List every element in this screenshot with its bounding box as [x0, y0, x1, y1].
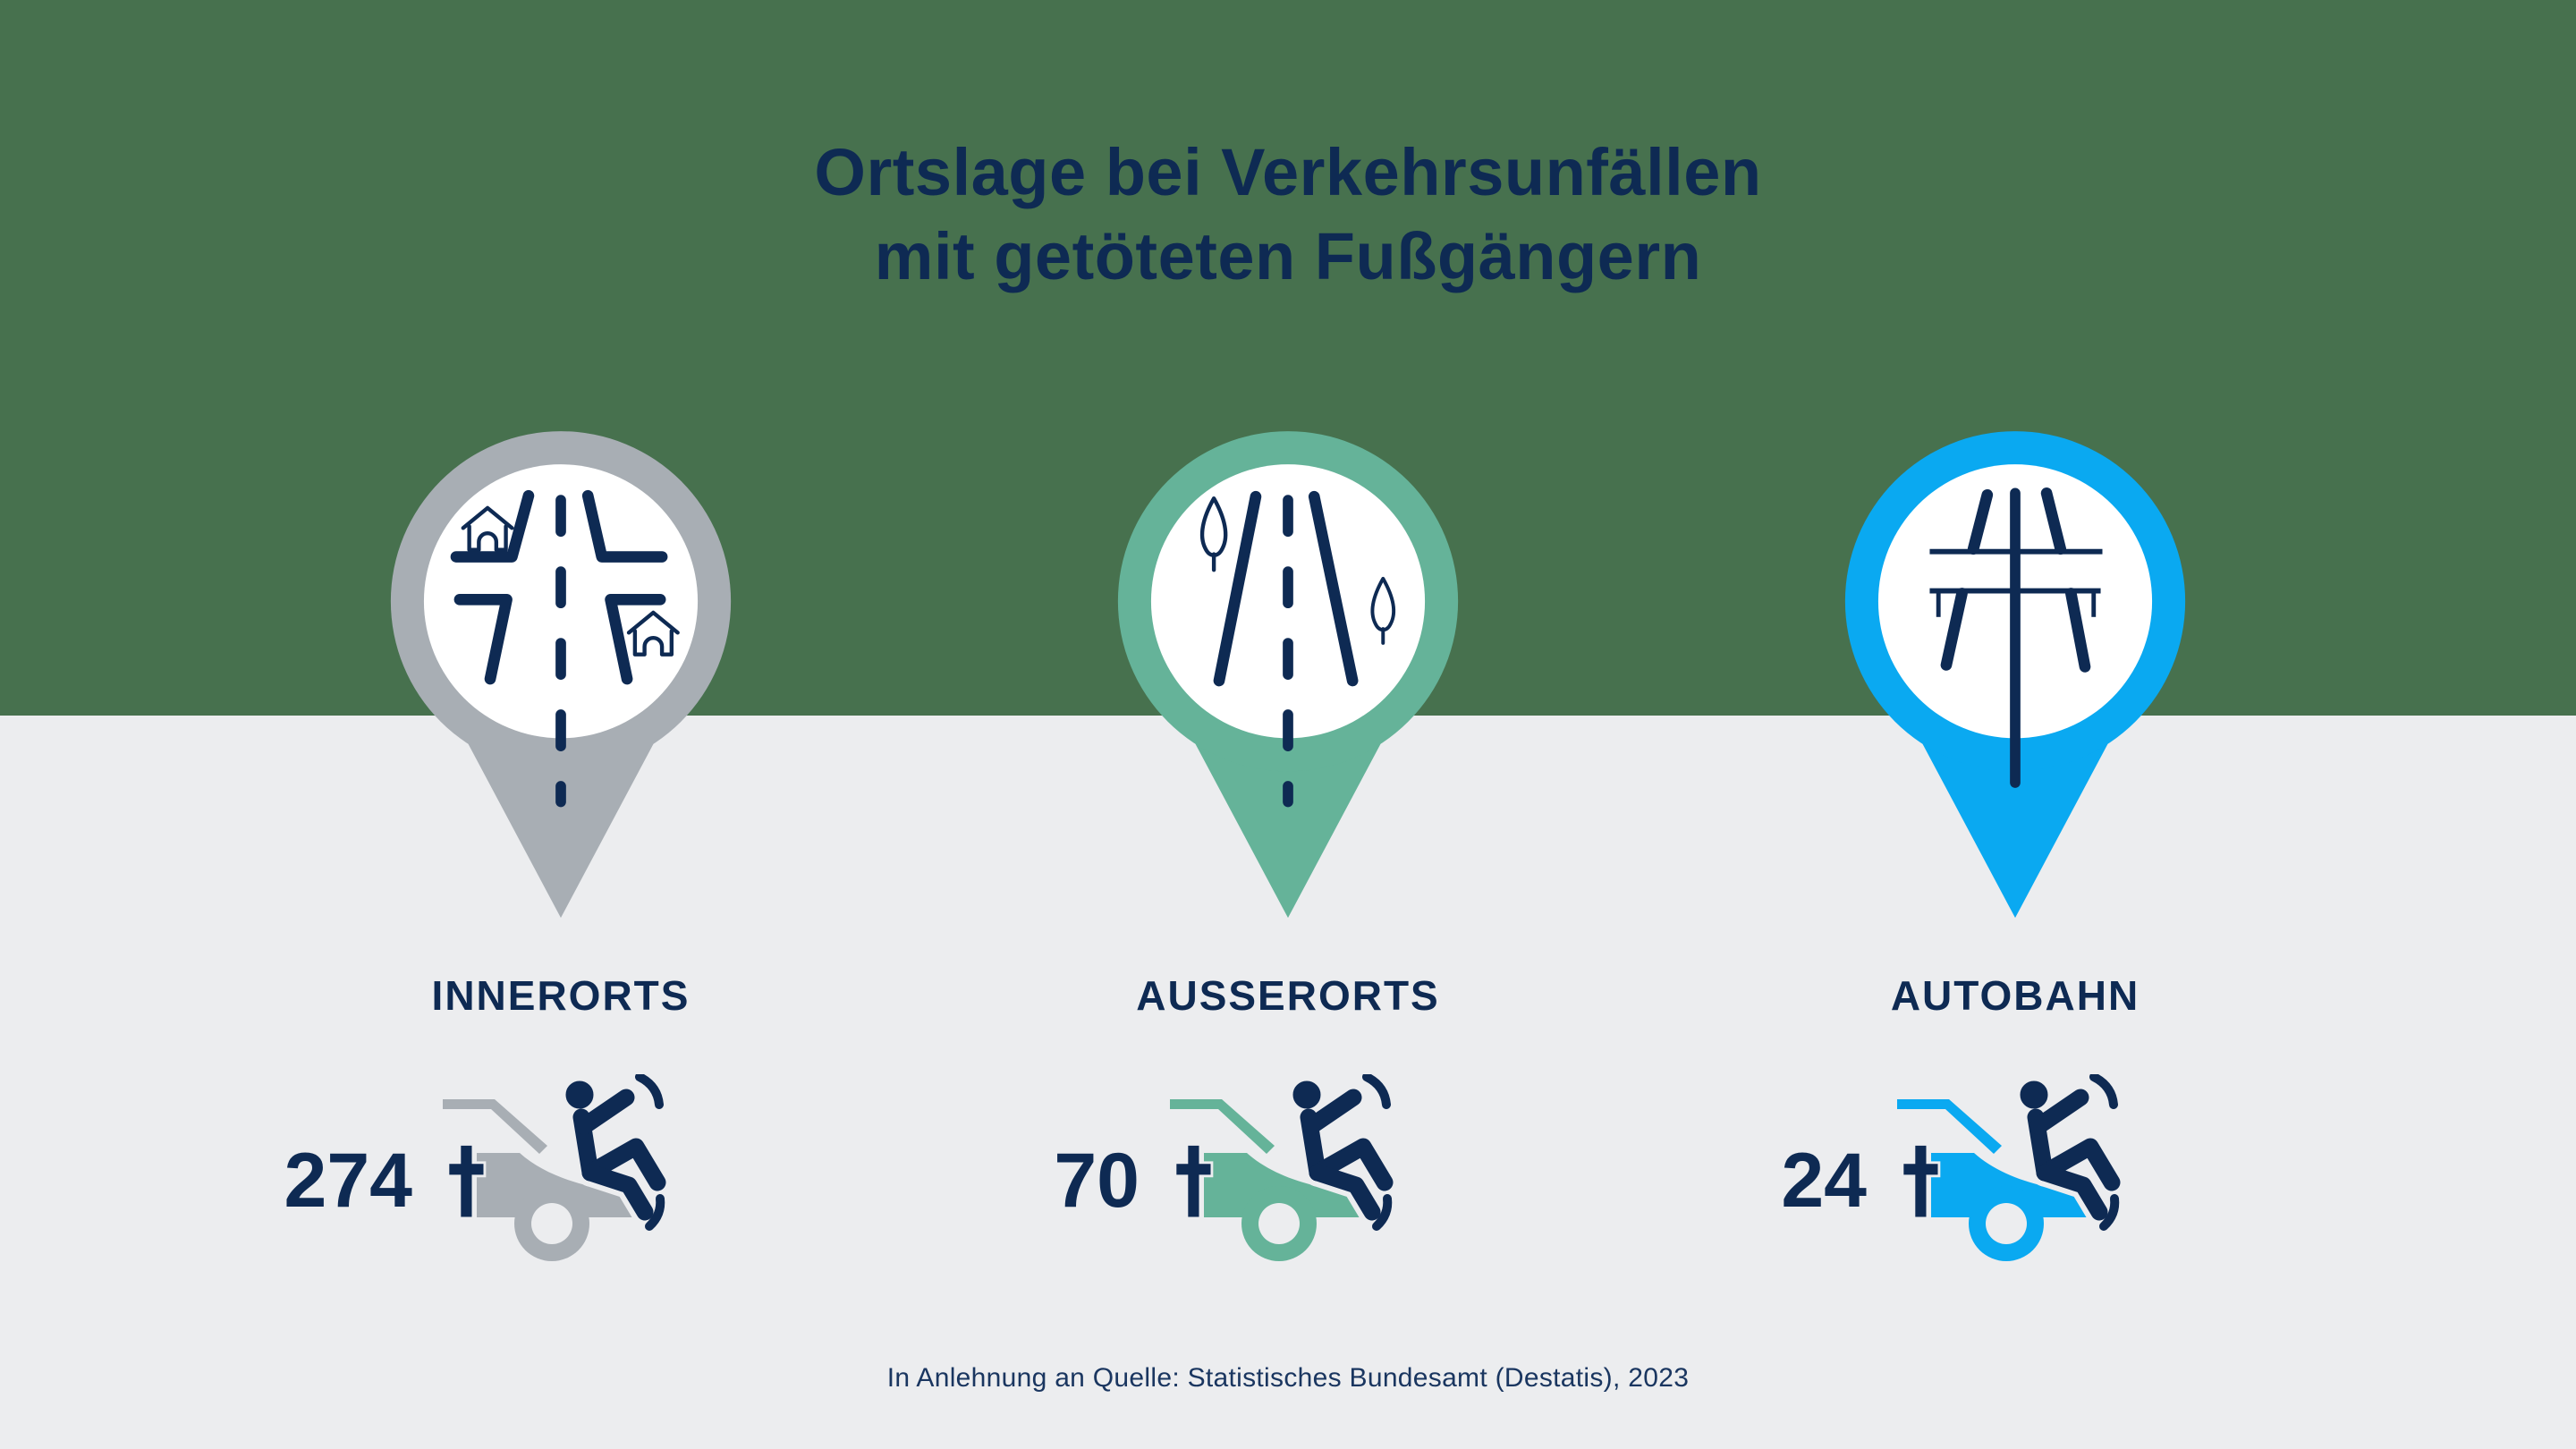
car-pedestrian-graphic-green — [1170, 1074, 1399, 1261]
stat-innerorts: 274 — [284, 1074, 820, 1262]
motion-arcs-icon — [635, 1074, 665, 1231]
car-hits-pedestrian-icon — [434, 1074, 720, 1262]
innerorts-pin — [390, 431, 732, 919]
stat-ausserorts: 70 — [1029, 1074, 1547, 1262]
motorway-bridge-icon — [1929, 487, 2103, 788]
car-pedestrian-graphic-blue — [1897, 1074, 2126, 1261]
autobahn-pin — [1844, 431, 2186, 919]
pedestrian-figure — [2015, 1074, 2126, 1231]
car-hits-pedestrian-icon — [1161, 1074, 1447, 1262]
stat-autobahn: 24 — [1756, 1074, 2275, 1262]
location-columns: INNERORTS 274 — [0, 427, 2576, 1262]
title-line-1: Ortslage bei Verkehrsunfällen — [814, 135, 1762, 209]
death-cross-icon — [1901, 1144, 1941, 1220]
country-road-icon — [1202, 490, 1396, 808]
pedestrian-figure — [561, 1074, 672, 1231]
motion-arcs-icon — [1362, 1074, 1393, 1231]
page-title: Ortslage bei Verkehrsunfällen mit getöte… — [0, 131, 2576, 299]
ausserorts-pin — [1117, 431, 1459, 919]
fatality-count-innerorts: 274 — [284, 1138, 413, 1224]
fatality-count-ausserorts: 70 — [1054, 1138, 1140, 1224]
motion-arcs-icon — [2089, 1074, 2120, 1231]
death-cross-icon — [1174, 1144, 1214, 1220]
location-label-autobahn: AUTOBAHN — [1890, 972, 2140, 1019]
city-crossroads-icon — [450, 489, 678, 808]
fatality-count-autobahn: 24 — [1781, 1138, 1867, 1224]
pedestrian-figure — [1288, 1074, 1399, 1231]
death-cross-icon — [446, 1144, 487, 1220]
column-ausserorts: AUSSERORTS 70 — [1029, 427, 1547, 1262]
column-innerorts: INNERORTS 274 — [284, 427, 820, 1262]
source-note: In Anlehnung an Quelle: Statistisches Bu… — [886, 1363, 1690, 1393]
column-autobahn: AUTOBAHN 24 — [1756, 427, 2275, 1262]
title-line-2: mit getöteten Fußgängern — [874, 219, 1702, 293]
location-label-innerorts: INNERORTS — [431, 972, 691, 1019]
location-label-ausserorts: AUSSERORTS — [1136, 972, 1440, 1019]
car-pedestrian-graphic-gray — [443, 1074, 672, 1261]
car-hits-pedestrian-icon — [1888, 1074, 2174, 1262]
